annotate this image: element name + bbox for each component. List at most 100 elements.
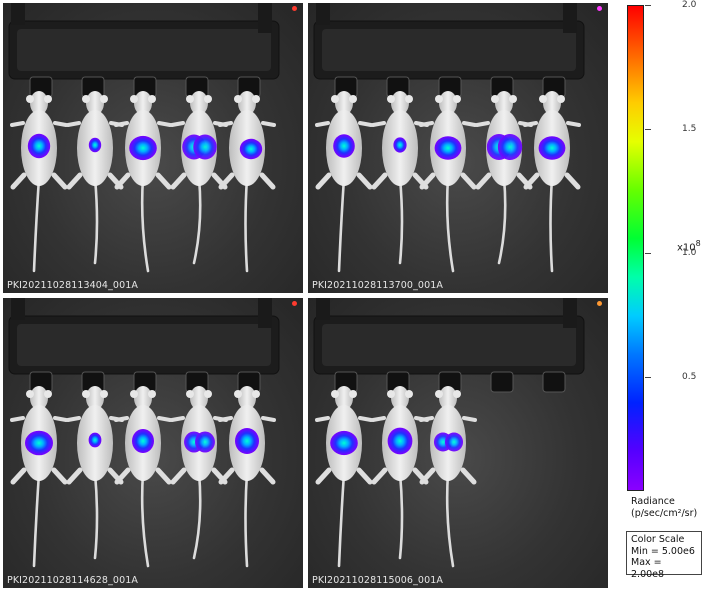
mouse-ear xyxy=(252,95,260,103)
mouse-head xyxy=(335,386,353,410)
mouse-foreleg xyxy=(218,121,233,127)
luminescence-signal xyxy=(27,133,51,159)
luminescence-signal xyxy=(387,427,413,455)
mouse-foreleg xyxy=(66,121,81,127)
mouse-foreleg xyxy=(53,121,68,127)
corner-marker xyxy=(597,301,602,306)
mouse-hindleg xyxy=(66,172,83,190)
mouse-ear xyxy=(435,390,443,398)
mouse-ear xyxy=(453,390,461,398)
scale-tick-label-2-0: 2.0 xyxy=(682,0,697,10)
mouse-ear xyxy=(453,95,461,103)
mouse-hindleg xyxy=(460,467,477,485)
mouse-ear xyxy=(234,95,242,103)
mouse-hindleg xyxy=(170,172,187,190)
luminescence-lobe xyxy=(193,134,217,160)
mouse-head xyxy=(335,91,353,115)
mouse-ear xyxy=(82,95,90,103)
color-scale-info: Color Scale Min = 5.00e6 Max = 2.00e8 xyxy=(626,531,702,580)
mouse-ear xyxy=(387,95,395,103)
mouse-ear xyxy=(44,95,52,103)
luminescence-signal xyxy=(333,134,355,158)
mouse-tail xyxy=(244,176,249,273)
mouse-foreleg xyxy=(218,416,233,422)
scale-exponent-base: x10 xyxy=(677,242,696,254)
mouse xyxy=(371,91,429,265)
mouse-hindleg xyxy=(523,172,540,190)
corner-marker xyxy=(597,6,602,11)
mouse-ear xyxy=(509,95,517,103)
mouse-foreleg xyxy=(419,121,434,127)
mouse xyxy=(475,91,533,265)
manifold-hose xyxy=(11,298,25,320)
mouse-foreleg xyxy=(114,416,129,422)
luminescence-signal xyxy=(184,431,215,453)
mouse-ear xyxy=(130,95,138,103)
image-panel-2: PKI20211028113700_001A xyxy=(308,3,608,293)
mouse-head xyxy=(190,386,208,410)
mouse-hindleg xyxy=(114,467,131,485)
luminescence-signal xyxy=(393,137,407,153)
mouse xyxy=(10,91,68,273)
luminescence-signal xyxy=(330,430,358,456)
radiance-label: Radiance (p/sec/cm²/sr) xyxy=(631,496,697,520)
mouse xyxy=(218,386,276,568)
scale-tick xyxy=(645,5,651,6)
mouse-tail xyxy=(398,176,404,265)
mouse-foreleg xyxy=(261,121,276,127)
color-scale-bar xyxy=(627,5,644,491)
mouse xyxy=(218,91,276,273)
radiance-unit: (p/sec/cm²/sr) xyxy=(631,508,698,519)
mouse-head xyxy=(495,91,513,115)
manifold-hose xyxy=(563,298,577,328)
mouse-foreleg xyxy=(462,416,477,422)
mouse-hindleg xyxy=(564,172,581,190)
mouse-ear xyxy=(44,390,52,398)
mouse-hindleg xyxy=(356,172,373,190)
mouse xyxy=(371,386,429,560)
luminescence-lobe xyxy=(497,134,523,160)
mouse xyxy=(315,386,373,568)
mouse-hindleg xyxy=(51,172,68,190)
image-panel-4: PKI20211028115006_001A xyxy=(308,298,608,588)
scale-exponent: x108 xyxy=(677,239,701,253)
mouse xyxy=(419,91,477,273)
mouse-head xyxy=(543,91,561,115)
luminescence-signal xyxy=(486,134,523,160)
mouse-ear xyxy=(148,95,156,103)
mouse-foreleg xyxy=(114,121,129,127)
color-scale-max: Max = 2.00e8 xyxy=(631,557,665,580)
mouse-head xyxy=(238,386,256,410)
mouse-hindleg xyxy=(259,172,276,190)
mouse-hindleg xyxy=(10,172,27,190)
mouse-foreleg xyxy=(419,416,434,422)
mouse-foreleg xyxy=(315,121,330,127)
manifold-top xyxy=(322,29,576,71)
mouse-head xyxy=(190,91,208,115)
mouse xyxy=(170,386,228,560)
mouse xyxy=(66,386,124,560)
mouse-foreleg xyxy=(170,121,185,127)
mouse-tail xyxy=(337,176,346,273)
mouse-hindleg xyxy=(475,172,492,190)
image-caption: PKI20211028114628_001A xyxy=(7,575,138,586)
mouse-ear xyxy=(349,95,357,103)
luminescence-signal xyxy=(434,136,462,160)
luminescence-lobe xyxy=(195,431,215,453)
mouse xyxy=(419,386,477,568)
mouse-hindleg xyxy=(371,467,388,485)
mouse-foreleg xyxy=(371,416,386,422)
luminescence-signal xyxy=(538,136,566,160)
mouse-tail xyxy=(398,471,404,560)
mouse-tail xyxy=(497,176,507,265)
mouse-scene xyxy=(313,298,585,568)
nose-cone xyxy=(490,371,514,393)
mouse-hindleg xyxy=(218,172,235,190)
mouse-ear xyxy=(491,95,499,103)
luminescence-signal xyxy=(239,138,263,160)
luminescence-lobe xyxy=(444,432,464,452)
scale-tick-label-1-5: 1.5 xyxy=(682,124,697,134)
mouse-foreleg xyxy=(315,416,330,422)
mouse-hindleg xyxy=(114,172,131,190)
mouse-head xyxy=(30,386,48,410)
